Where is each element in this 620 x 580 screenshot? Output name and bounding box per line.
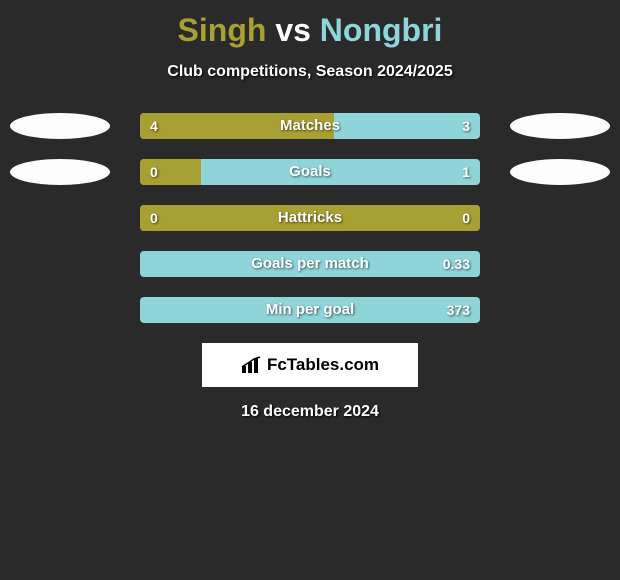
brand-label: FcTables.com (241, 355, 379, 375)
player2-name: Nongbri (320, 12, 443, 48)
stat-row: Goals per match0.33 (0, 251, 620, 277)
stat-label: Matches (140, 113, 480, 139)
stat-label: Goals (140, 159, 480, 185)
stat-row: Matches4 3 (0, 113, 620, 139)
player1-name: Singh (178, 12, 267, 48)
date-line: 16 december 2024 (0, 403, 620, 421)
stat-label: Min per goal (140, 297, 480, 323)
player1-value: 0 (150, 205, 158, 231)
bars-icon (241, 356, 263, 374)
player2-value: 0.33 (443, 251, 470, 277)
stats-container: Matches43Goals01Hattricks00Goals per mat… (0, 113, 620, 323)
stat-row: Hattricks0 0 (0, 205, 620, 231)
player1-marker (10, 159, 110, 185)
vs-word: vs (275, 12, 311, 48)
brand-box: FcTables.com (202, 343, 418, 387)
player1-marker (10, 113, 110, 139)
player2-value: 3 (462, 113, 470, 139)
page-title: Singh vs Nongbri (0, 0, 620, 49)
player1-value: 0 (150, 159, 158, 185)
player1-value: 4 (150, 113, 158, 139)
stat-row: Min per goal373 (0, 297, 620, 323)
brand-text: FcTables.com (267, 355, 379, 375)
stat-row: Goals0 1 (0, 159, 620, 185)
subtitle: Club competitions, Season 2024/2025 (0, 63, 620, 81)
player2-value: 1 (462, 159, 470, 185)
player2-value: 373 (447, 297, 470, 323)
stat-label: Goals per match (140, 251, 480, 277)
stat-label: Hattricks (140, 205, 480, 231)
player2-marker (510, 113, 610, 139)
player2-value: 0 (462, 205, 470, 231)
player2-marker (510, 159, 610, 185)
